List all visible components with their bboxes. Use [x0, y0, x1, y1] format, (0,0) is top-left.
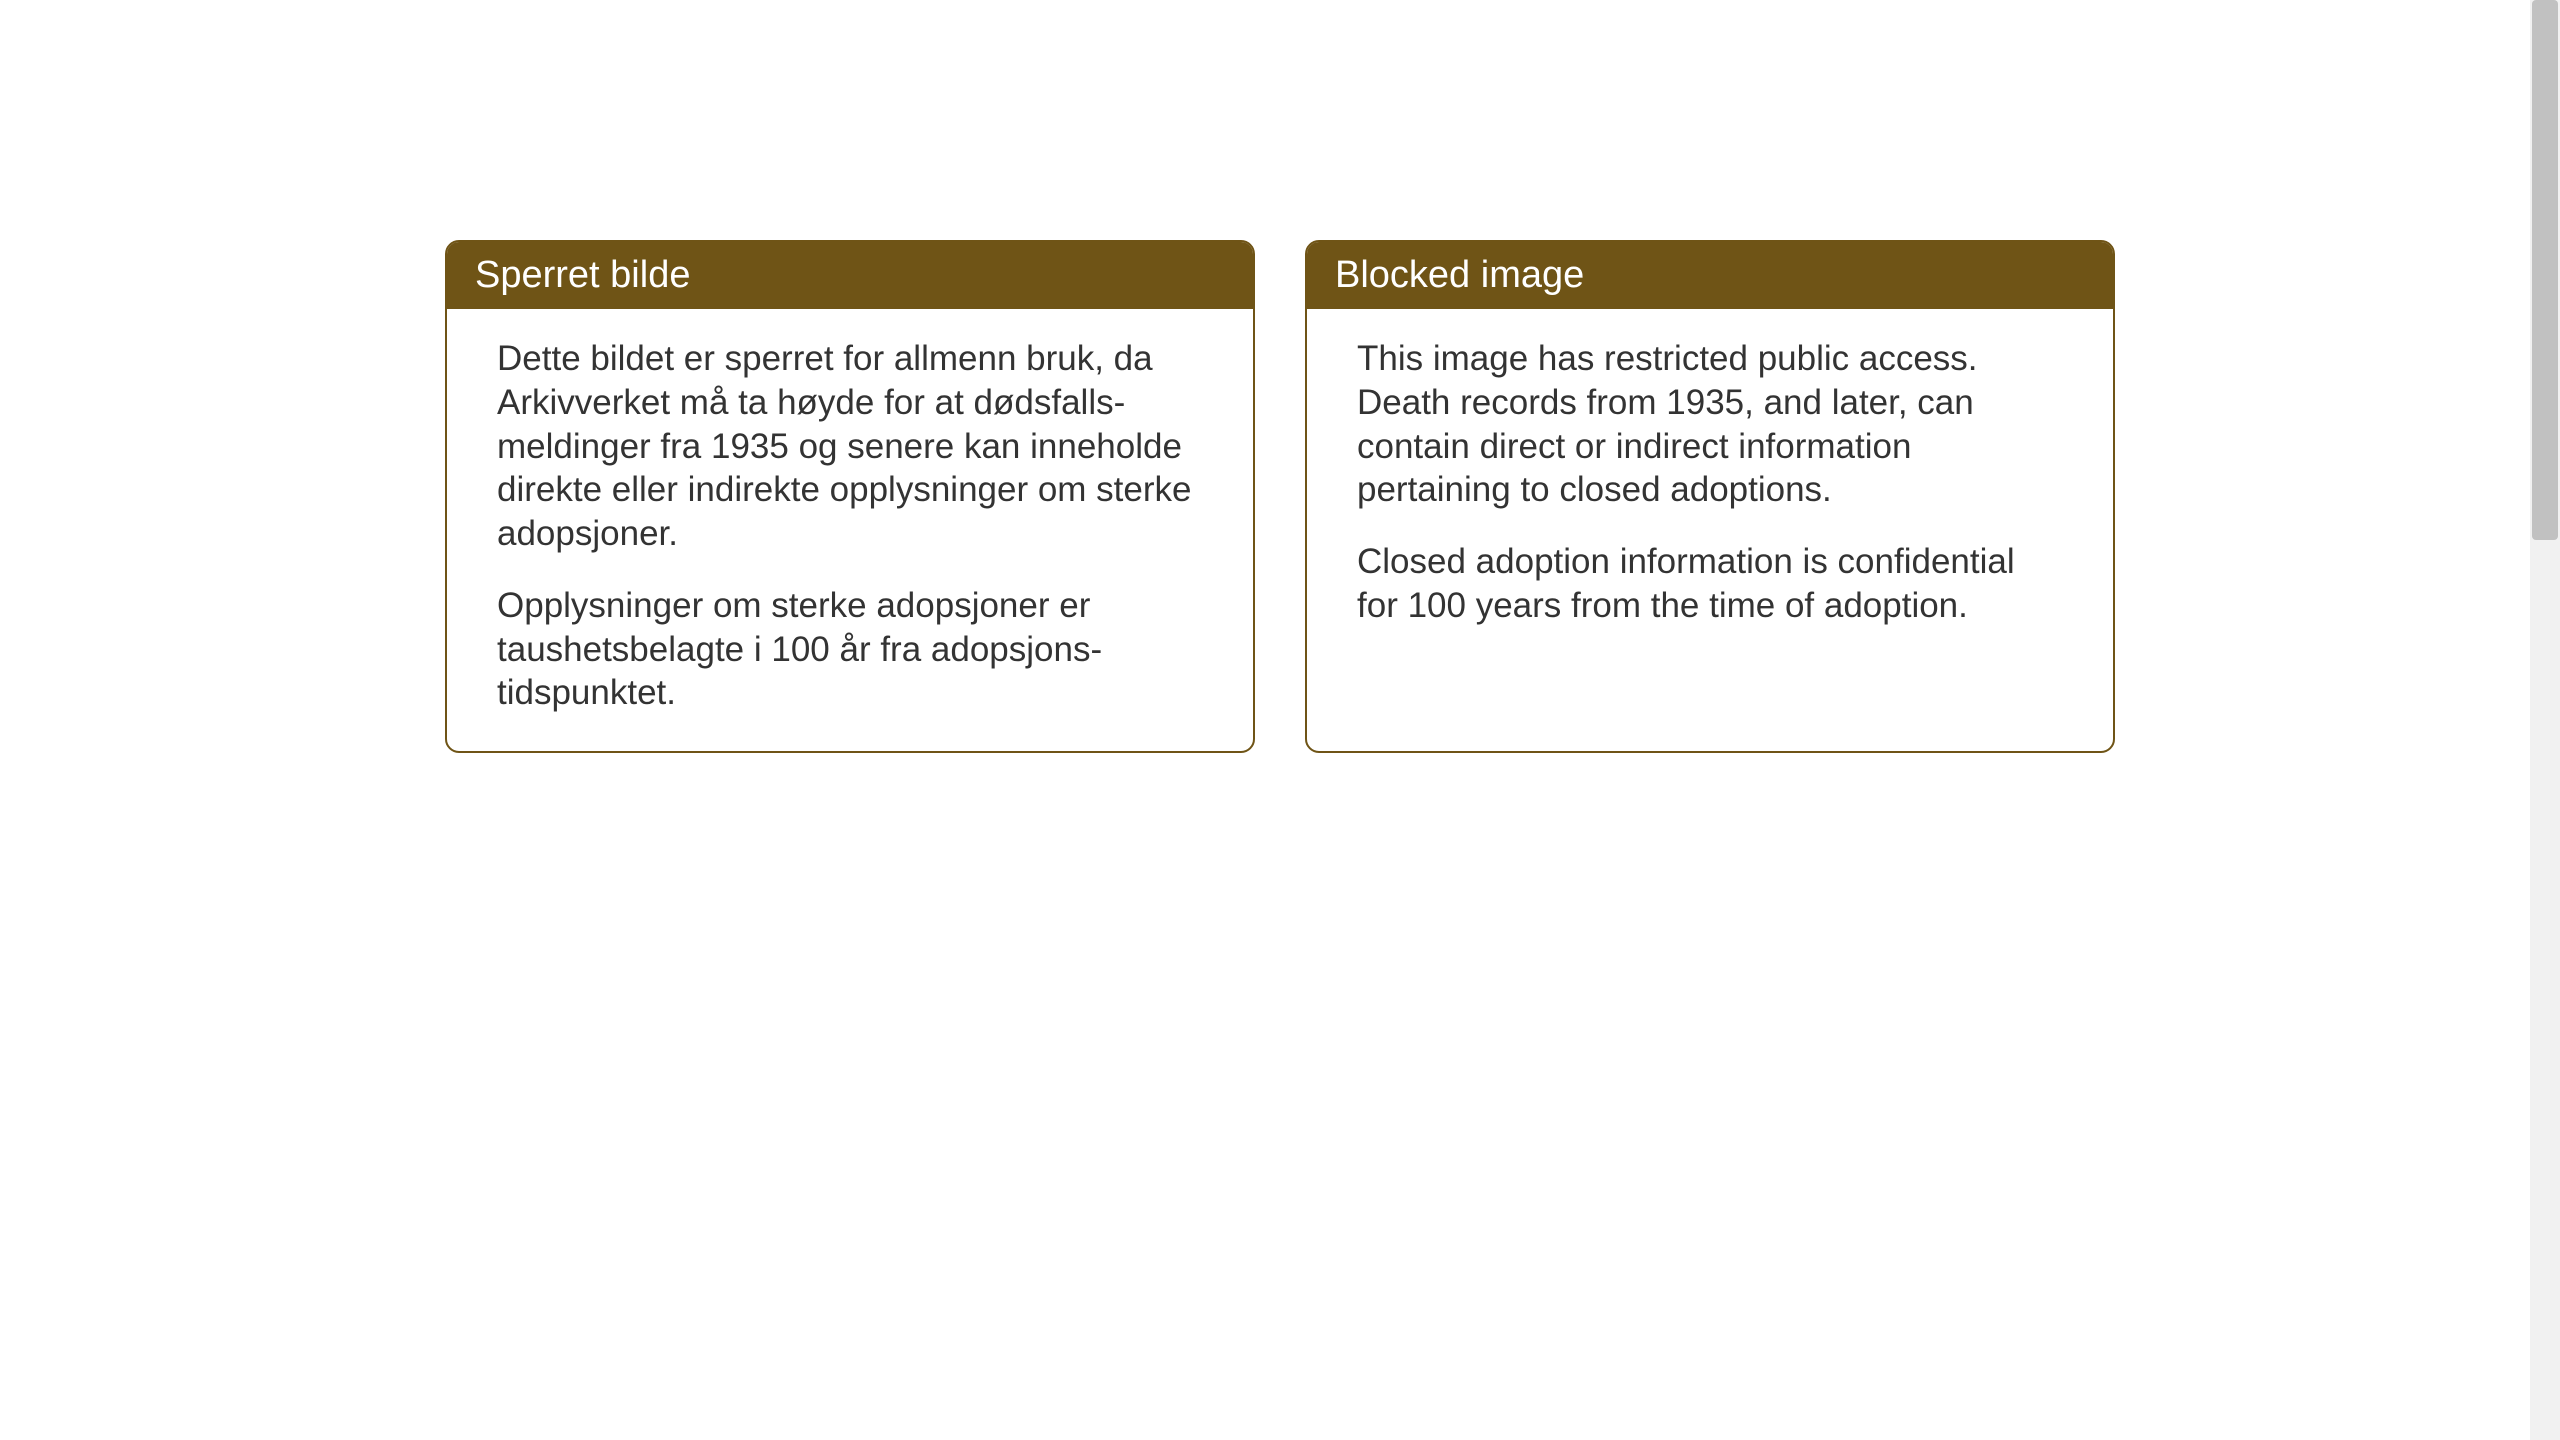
notice-paragraph-1-english: This image has restricted public access.… [1357, 337, 2063, 512]
notice-box-norwegian: Sperret bilde Dette bildet er sperret fo… [445, 240, 1255, 753]
notice-box-english: Blocked image This image has restricted … [1305, 240, 2115, 753]
scrollbar-thumb[interactable] [2532, 0, 2558, 540]
notice-paragraph-1-norwegian: Dette bildet er sperret for allmenn bruk… [497, 337, 1203, 556]
notice-body-english: This image has restricted public access.… [1307, 309, 2113, 664]
notice-title-english: Blocked image [1335, 254, 1584, 296]
notice-paragraph-2-norwegian: Opplysninger om sterke adopsjoner er tau… [497, 584, 1203, 715]
notice-body-norwegian: Dette bildet er sperret for allmenn bruk… [447, 309, 1253, 751]
notice-header-english: Blocked image [1307, 242, 2113, 309]
notice-header-norwegian: Sperret bilde [447, 242, 1253, 309]
notice-paragraph-2-english: Closed adoption information is confident… [1357, 540, 2063, 628]
notice-container: Sperret bilde Dette bildet er sperret fo… [445, 240, 2115, 753]
scrollbar-track[interactable] [2530, 0, 2560, 1440]
notice-title-norwegian: Sperret bilde [475, 254, 690, 296]
